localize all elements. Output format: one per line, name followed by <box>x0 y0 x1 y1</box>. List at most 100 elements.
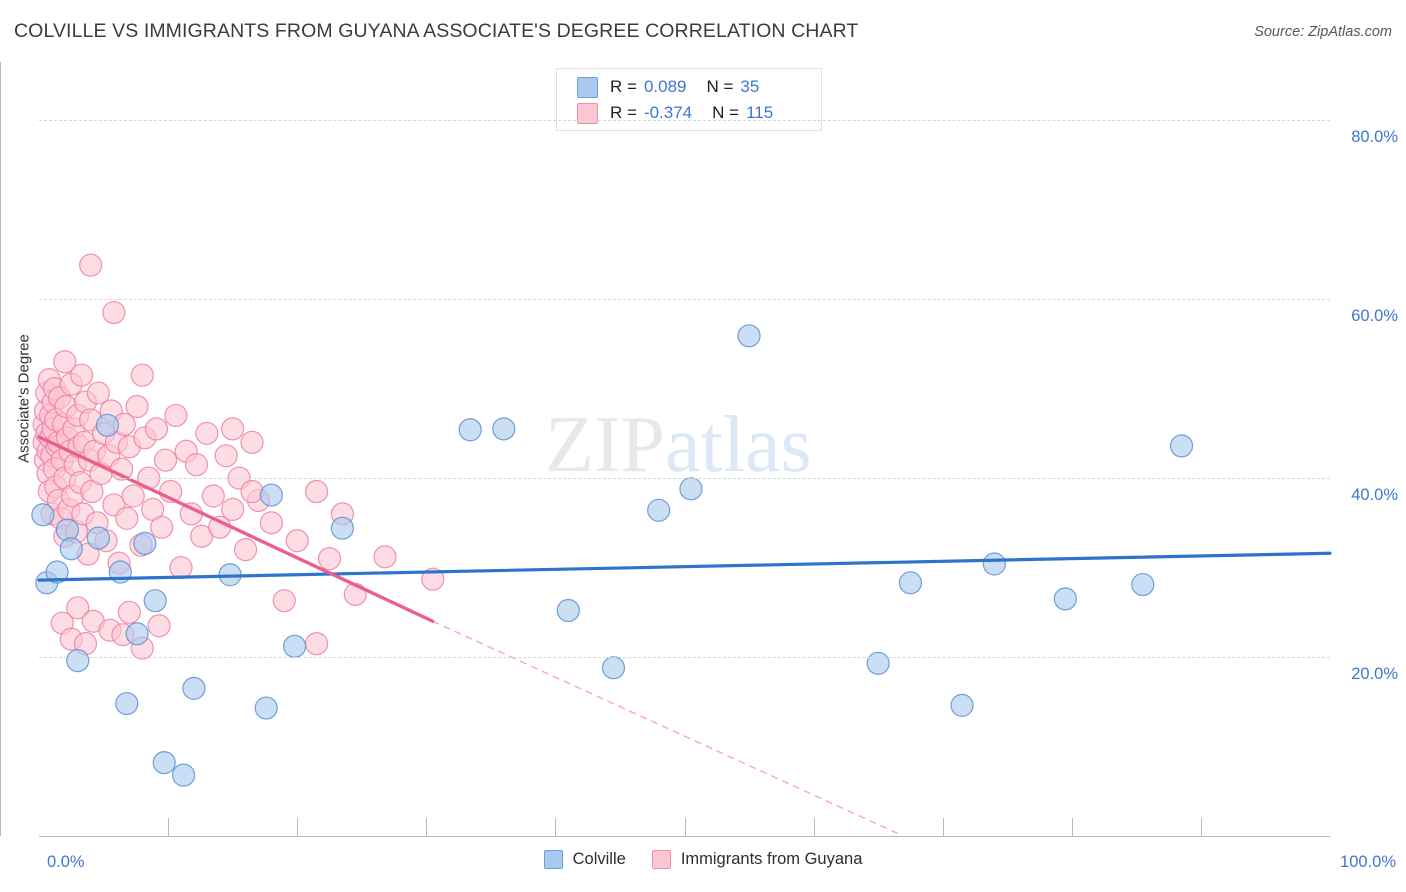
scatter-point <box>171 763 196 787</box>
scatter-point <box>147 614 171 638</box>
scatter-point <box>254 696 278 720</box>
scatter-point <box>272 589 296 613</box>
scatter-point <box>737 324 761 348</box>
n-label: N = <box>706 77 734 96</box>
legend-label-colville: Colville <box>572 850 626 868</box>
y-tick-label: 20.0% <box>1351 665 1398 684</box>
scatter-point <box>679 477 703 501</box>
scatter-point <box>115 506 139 530</box>
scatter-point <box>95 413 120 437</box>
scatter-point <box>221 497 245 521</box>
x-axis-tick <box>942 818 944 836</box>
x-axis-tick <box>813 818 815 836</box>
scatter-point <box>458 418 482 442</box>
y-tick-label: 80.0% <box>1351 128 1398 147</box>
grid-line <box>39 478 1330 480</box>
x-axis-tick <box>426 818 428 836</box>
trend-line-guyana-extrapolated <box>432 620 898 834</box>
page-title: COLVILLE VS IMMIGRANTS FROM GUYANA ASSOC… <box>14 20 859 42</box>
n-value: 115 <box>746 103 774 122</box>
scatter-point <box>373 545 397 569</box>
x-axis-line <box>39 836 1330 837</box>
scatter-point <box>221 417 245 441</box>
legend-item-guyana[interactable]: Immigrants from Guyana <box>651 850 863 869</box>
scatter-point <box>153 448 178 472</box>
scatter-point <box>492 417 516 441</box>
scatter-point <box>304 632 329 656</box>
scatter-point <box>214 444 238 468</box>
scatter-point <box>283 634 307 658</box>
legend-item-colville[interactable]: Colville <box>543 850 626 869</box>
scatter-point <box>950 693 974 717</box>
scatter-point <box>982 552 1006 576</box>
scatter-point <box>240 479 264 504</box>
scatter-point <box>304 479 329 504</box>
stats-row: R = -0.374 N = 115 <box>577 100 773 126</box>
scatter-point <box>53 350 77 374</box>
scatter-point <box>45 560 69 584</box>
x-axis-tick <box>297 818 299 836</box>
scatter-point <box>233 538 258 562</box>
y-axis-line <box>0 62 1 836</box>
grid-line <box>39 299 1330 301</box>
legend-label-guyana: Immigrants from Guyana <box>680 850 863 868</box>
scatter-point <box>556 598 580 623</box>
scatter-point <box>1131 572 1155 597</box>
series-swatch-colville <box>577 76 598 98</box>
scatter-point <box>601 656 626 680</box>
scatter-point <box>195 421 219 445</box>
legend-swatch-colville <box>543 850 563 869</box>
scatter-point <box>59 537 83 561</box>
scatter-point <box>86 381 110 405</box>
scatter-point <box>150 515 174 539</box>
n-value: 35 <box>740 77 760 96</box>
scatter-point <box>125 622 149 646</box>
x-axis-max-label: 100.0% <box>1340 853 1396 871</box>
scatter-point <box>259 483 283 507</box>
y-tick-label: 60.0% <box>1351 307 1398 326</box>
scatter-point <box>86 526 110 550</box>
scatter-point <box>66 596 90 620</box>
legend-swatch-guyana <box>651 850 671 869</box>
scatter-point <box>182 676 206 700</box>
correlation-stats-box: R = 0.089 N = 35 R = -0.374 N = 115 <box>556 68 822 131</box>
scatter-point <box>79 253 103 277</box>
x-axis-tick <box>555 818 557 836</box>
scatter-point <box>143 589 167 613</box>
scatter-point <box>66 649 90 673</box>
scatter-point <box>115 691 139 716</box>
scatter-point <box>317 547 342 571</box>
scatter-point <box>164 403 188 428</box>
x-axis-tick <box>168 818 170 836</box>
r-label: R = <box>610 103 637 122</box>
scatter-point <box>152 751 176 775</box>
scatter-point <box>117 600 141 624</box>
r-label: R = <box>610 77 637 96</box>
series-colville <box>31 324 1194 787</box>
series-swatch-guyana <box>577 102 598 124</box>
scatter-point <box>421 567 445 591</box>
trend-line-colville <box>37 551 1332 582</box>
scatter-point <box>121 484 145 508</box>
scatter-point <box>144 417 169 441</box>
r-value: 0.089 <box>643 77 687 96</box>
scatter-point <box>201 484 225 508</box>
x-axis-tick <box>1071 818 1073 836</box>
scatter-point <box>1169 434 1194 458</box>
stats-row: R = 0.089 N = 35 <box>577 74 759 100</box>
scatter-point <box>240 430 264 454</box>
trend-line-guyana <box>37 435 435 623</box>
scatter-point <box>69 363 94 387</box>
scatter-point <box>259 511 283 535</box>
scatter-point <box>130 363 154 387</box>
grid-line <box>39 657 1330 659</box>
scatter-point <box>125 394 149 419</box>
source-attribution: Source: ZipAtlas.com <box>1254 24 1392 40</box>
r-value: -0.374 <box>643 103 693 122</box>
n-label: N = <box>712 103 740 122</box>
y-tick-label: 40.0% <box>1351 486 1398 505</box>
scatter-point <box>330 516 354 540</box>
grid-line <box>39 120 1330 122</box>
